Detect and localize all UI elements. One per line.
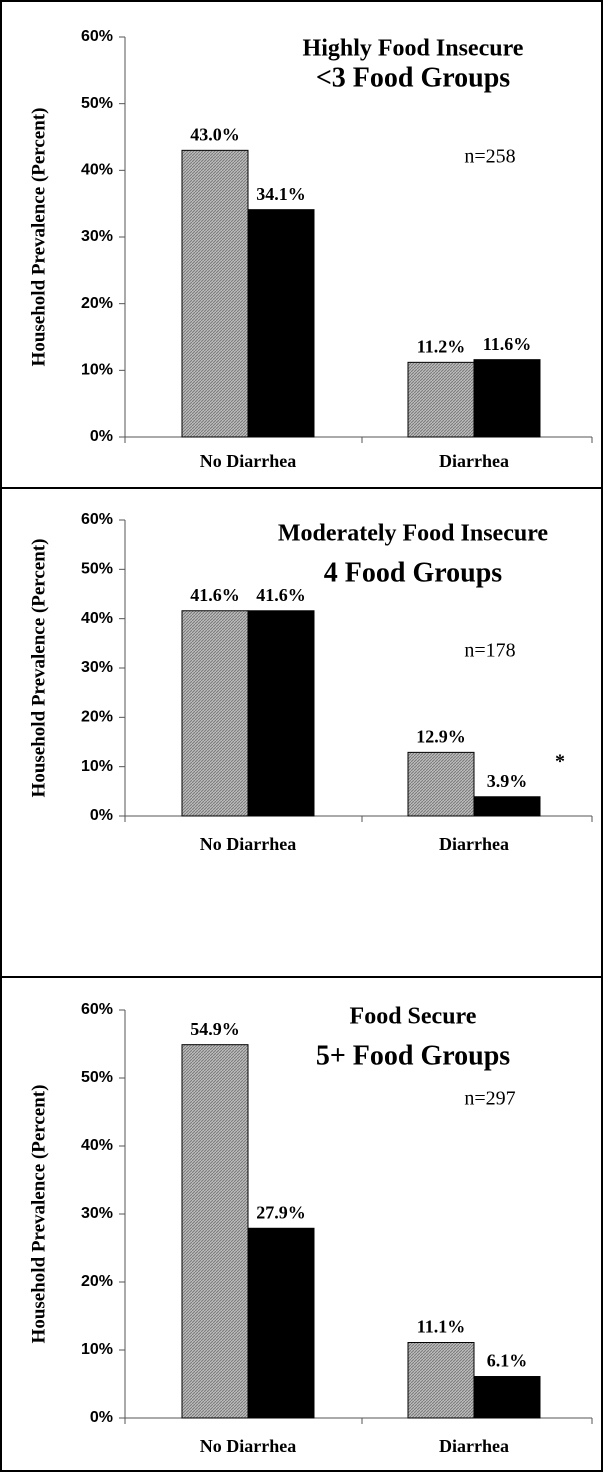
value-label: 11.2% [417,336,466,356]
chart-subtitle: <3 Food Groups [316,62,510,93]
y-tick-label: 60% [81,1001,113,1018]
bar [473,796,541,817]
value-label: 6.1% [487,1351,528,1371]
y-tick-label: 20% [81,295,113,312]
annotation: n=297 [464,1088,515,1110]
value-label: 34.1% [256,184,306,204]
bar [473,1376,541,1419]
bar [407,361,475,438]
bar [247,610,315,817]
y-tick-label: 50% [81,561,113,578]
y-tick-label: 50% [81,1069,113,1086]
y-tick-label: 60% [81,28,113,45]
bar [247,209,315,438]
y-tick-label: 0% [90,1409,113,1426]
value-label: 41.6% [190,585,240,605]
value-label: 43.0% [190,124,240,144]
bar [181,149,249,438]
bar [407,751,475,817]
chart-title: Food Secure [350,1004,477,1030]
y-tick-label: 10% [81,362,113,379]
value-label: 12.9% [416,726,466,746]
y-tick-label: 50% [81,95,113,112]
value-label: 41.6% [256,585,306,605]
annotation: * [555,751,565,773]
chart-subtitle: 4 Food Groups [324,557,503,588]
value-label: 11.1% [417,1317,466,1337]
annotation: n=178 [464,640,515,662]
x-tick-label: No Diarrhea [200,834,296,854]
bar [473,359,541,438]
x-tick-label: Diarrhea [439,1436,509,1456]
bar [247,1227,315,1419]
y-tick-label: 30% [81,659,113,676]
y-tick-label: 40% [81,162,113,179]
y-tick-label: 20% [81,1273,113,1290]
y-tick-label: 10% [81,1341,113,1358]
y-tick-label: 0% [90,428,113,445]
bar [181,1044,249,1419]
y-tick-label: 10% [81,758,113,775]
y-tick-label: 30% [81,228,113,245]
x-tick-label: Diarrhea [439,834,509,854]
bar [407,1342,475,1419]
x-tick-label: No Diarrhea [200,1436,296,1456]
y-axis-label: Household Prevalence (Percent) [28,539,49,798]
value-label: 3.9% [487,771,528,791]
chart-title: Highly Food Insecure [303,36,524,62]
y-tick-label: 0% [90,807,113,824]
annotation: n=258 [464,146,515,168]
y-tick-label: 20% [81,709,113,726]
y-axis-label: Household Prevalence (Percent) [28,1085,49,1344]
value-label: 54.9% [190,1019,240,1039]
y-axis-label: Household Prevalence (Percent) [28,108,49,367]
y-tick-label: 40% [81,1137,113,1154]
y-tick-label: 60% [81,511,113,528]
value-label: 27.9% [256,1202,306,1222]
y-tick-label: 40% [81,610,113,627]
chart-title: Moderately Food Insecure [278,521,549,547]
value-label: 11.6% [483,334,532,354]
y-tick-label: 30% [81,1205,113,1222]
chart-subtitle: 5+ Food Groups [316,1040,510,1071]
x-tick-label: Diarrhea [439,451,509,471]
x-tick-label: No Diarrhea [200,451,296,471]
bar [181,610,249,817]
